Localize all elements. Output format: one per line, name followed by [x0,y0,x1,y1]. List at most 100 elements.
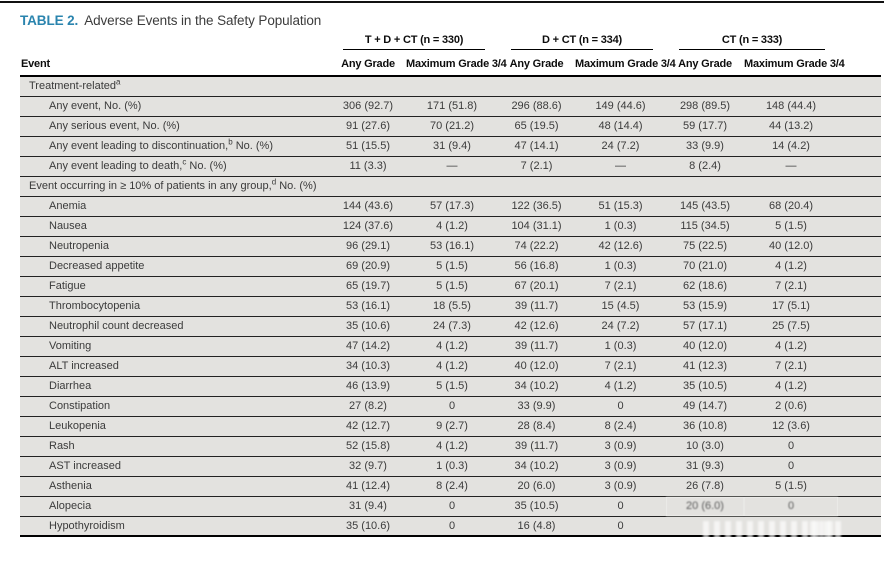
value-cell: 8 (2.4) [575,415,667,436]
value-cell: 52 (15.8) [330,435,406,456]
group-label: T + D + CT (n = 330) [343,34,486,50]
spacer-cell [838,315,882,336]
value-cell: 7 (2.1) [498,155,576,176]
value-cell: 31 (9.3) [666,455,745,476]
table-row: Nausea 124 (37.6) 4 (1.2) 104 (31.1) 1 (0.3)… [20,215,882,236]
value-cell: 0 [744,435,839,456]
event-cell: Decreased appetite [20,255,330,276]
value-cell: 25 (7.5) [744,315,839,336]
value-cell: 12 (3.6) [744,415,839,436]
value-cell: 296 (88.6) [498,95,576,116]
table-row: Any event leading to discontinuation,b N… [20,135,882,156]
group-header-dct: D + CT (n = 334) [498,33,666,53]
value-cell: 68 (20.4) [744,195,839,216]
table-row: Asthenia 41 (12.4) 8 (2.4) 20 (6.0) 3 (0.9) 2… [20,475,882,496]
group-header-spacer [838,33,881,53]
value-cell: 24 (7.3) [406,315,499,336]
group-header-row: T + D + CT (n = 330) D + CT (n = 334) CT… [20,33,881,53]
spacer-cell [838,495,882,516]
value-cell: 67 (20.1) [498,275,576,296]
value-cell: 70 (21.0) [666,255,745,276]
spacer-cell [838,235,882,256]
value-cell: 9 (2.7) [406,415,499,436]
value-cell: 3 (0.9) [575,435,667,456]
value-cell: 53 (16.1) [406,235,499,256]
value-cell: 39 (11.7) [498,335,576,356]
value-cell: 26 (7.8) [666,475,745,496]
value-cell: 24 (7.2) [575,315,667,336]
value-cell: 42 (12.6) [575,235,667,256]
value-cell: 15 (4.5) [575,295,667,316]
spacer-cell [838,335,882,356]
group-label: D + CT (n = 334) [511,34,654,50]
value-cell: 7 (2.1) [744,275,839,296]
value-cell: 24 (7.2) [575,135,667,156]
group-label: CT (n = 333) [679,34,826,50]
value-cell: 91 (27.6) [330,115,406,136]
value-cell: 298 (89.5) [666,95,745,116]
value-cell: 46 (13.9) [330,375,406,396]
value-cell: 53 (15.9) [666,295,745,316]
value-cell: 171 (51.8) [406,95,499,116]
value-cell: 31 (9.4) [330,495,406,516]
value-cell: 4 (1.2) [406,355,499,376]
spacer-cell [838,255,882,276]
value-cell: 47 (14.2) [330,335,406,356]
event-cell: Any event, No. (%) [20,95,330,116]
event-cell: Fatigue [20,275,330,296]
value-cell: 14 (4.2) [744,135,839,156]
value-cell: 51 (15.3) [575,195,667,216]
event-cell: Treatment-relateda [20,76,882,96]
table-row: Constipation 27 (8.2) 0 33 (9.9) 0 49 (14.7) 2… [20,395,882,416]
spacer-cell [838,155,882,176]
spacer-cell [838,475,882,496]
value-cell: 57 (17.3) [406,195,499,216]
value-cell: 7 (2.1) [744,355,839,376]
value-cell: 0 [744,455,839,476]
value-cell: 0 [744,495,839,516]
value-cell: 32 (9.7) [330,455,406,476]
column-header-event: Event [20,53,330,77]
table-row: Decreased appetite 69 (20.9) 5 (1.5) 56 (16… [20,255,882,276]
table-row: Rash 52 (15.8) 4 (1.2) 39 (11.7) 3 (0.9) 10 (… [20,435,882,456]
spacer-cell [838,515,882,537]
group-header-tdct: T + D + CT (n = 330) [330,33,498,53]
value-cell: 41 (12.3) [666,355,745,376]
event-cell: Asthenia [20,475,330,496]
event-cell: Any event leading to discontinuation,b N… [20,135,330,156]
value-cell: 0 [406,395,499,416]
value-cell: 148 (44.4) [744,95,839,116]
value-cell: 145 (43.5) [666,195,745,216]
table-row: Fatigue 65 (19.7) 5 (1.5) 67 (20.1) 7 (2.1) 6… [20,275,882,296]
erase-smudge-artifact [666,549,708,570]
value-cell: 18 (5.5) [406,295,499,316]
value-cell: 65 (19.5) [498,115,576,136]
event-cell: Anemia [20,195,330,216]
spacer-cell [838,435,882,456]
erase-smudge-artifact [843,545,879,570]
column-header-any-grade: Any Grade [330,53,406,77]
column-header-any-grade: Any Grade [498,53,576,77]
value-cell: 5 (1.5) [744,215,839,236]
value-cell: 11 (3.3) [330,155,406,176]
column-header-max-grade: Maximum Grade 3/4 [744,53,845,77]
value-cell: 96 (29.1) [330,235,406,256]
spacer-cell [838,215,882,236]
value-cell: 35 (10.5) [666,375,745,396]
event-cell: AST increased [20,455,330,476]
value-cell: 20 (6.0) [666,495,745,516]
column-header-spacer [838,53,882,77]
value-cell: 74 (22.2) [498,235,576,256]
value-cell: 57 (17.1) [666,315,745,336]
table-row: Anemia 144 (43.6) 57 (17.3) 122 (36.5) 51 (1… [20,195,882,216]
value-cell [666,515,745,537]
event-cell: Diarrhea [20,375,330,396]
event-cell: Leukopenia [20,415,330,436]
value-cell: 20 (6.0) [498,475,576,496]
value-cell: 35 (10.5) [498,495,576,516]
table-row: AST increased 32 (9.7) 1 (0.3) 34 (10.2) 3 (… [20,455,882,476]
event-cell: Thrombocytopenia [20,295,330,316]
value-cell: 149 (44.6) [575,95,667,116]
table-row: Thrombocytopenia 53 (16.1) 18 (5.5) 39 (11.… [20,295,882,316]
value-cell: — [744,155,839,176]
